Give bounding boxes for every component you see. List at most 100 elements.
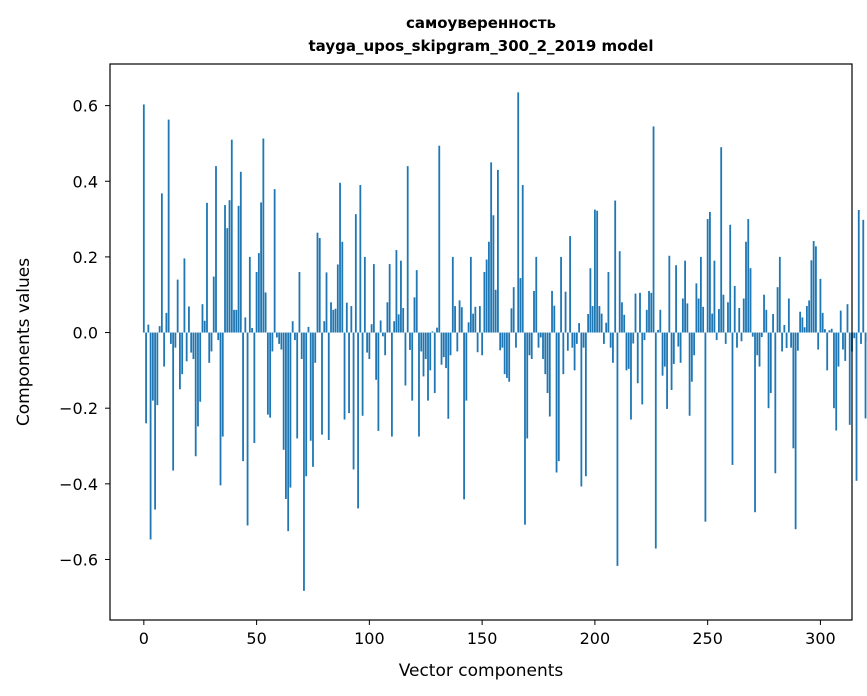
bar-200 (593, 209, 596, 333)
bar-80 (323, 321, 326, 333)
bar-94 (354, 214, 357, 333)
bar-192 (575, 332, 578, 344)
y-tick-label: 0.2 (73, 248, 98, 267)
bar-196 (584, 332, 587, 477)
bar-270 (751, 332, 754, 337)
bar-312 (846, 304, 849, 333)
bar-237 (677, 332, 680, 347)
bar-45 (244, 317, 247, 333)
y-tick-label: 0.4 (73, 172, 98, 191)
bar-254 (715, 332, 718, 341)
bar-26 (201, 304, 204, 333)
bar-179 (546, 332, 549, 394)
bar-224 (648, 290, 650, 333)
x-tick-label: 150 (467, 629, 498, 648)
bar-115 (402, 307, 405, 333)
bar-232 (666, 332, 668, 409)
bar-203 (600, 313, 603, 333)
bar-295 (808, 300, 811, 333)
bar-161 (506, 332, 508, 378)
bar-64 (287, 332, 290, 532)
y-tick-label: 0.6 (73, 97, 98, 116)
bar-246 (697, 298, 700, 333)
bar-202 (598, 306, 601, 333)
x-tick-label: 0 (139, 629, 149, 648)
bar-183 (555, 332, 558, 473)
bar-223 (645, 309, 648, 333)
bar-251 (709, 211, 711, 333)
bar-109 (388, 264, 391, 333)
bar-193 (578, 323, 580, 333)
bar-180 (548, 332, 551, 417)
bar-191 (573, 332, 576, 371)
bar-147 (474, 306, 477, 333)
bar-259 (727, 302, 729, 333)
bar-261 (731, 332, 734, 465)
bar-127 (429, 332, 432, 371)
bar-130 (436, 327, 438, 333)
bar-216 (630, 332, 632, 420)
bar-310 (842, 332, 844, 350)
bar-113 (397, 314, 400, 333)
bar-29 (208, 332, 211, 363)
bar-120 (413, 297, 416, 333)
bar-286 (787, 298, 790, 333)
bar-305 (830, 328, 833, 333)
bar-265 (740, 332, 743, 342)
bar-56 (269, 332, 272, 418)
bar-273 (758, 332, 761, 367)
bar-208 (612, 332, 614, 363)
bar-37 (226, 228, 229, 333)
bar-177 (542, 332, 544, 360)
bar-292 (801, 317, 804, 333)
bar-71 (303, 332, 305, 591)
bar-51 (257, 253, 260, 333)
bar-122 (418, 332, 420, 437)
bar-132 (440, 332, 443, 365)
bar-201 (596, 210, 599, 333)
bar-275 (763, 294, 765, 333)
bar-291 (799, 311, 802, 333)
bar-190 (571, 332, 574, 348)
bar-170 (526, 332, 529, 439)
bar-110 (391, 332, 393, 437)
bar-143 (465, 332, 468, 401)
bar-204 (603, 332, 605, 344)
bar-235 (672, 332, 675, 364)
bar-306 (833, 332, 835, 409)
bar-308 (837, 332, 840, 367)
bar-233 (668, 255, 671, 333)
bar-38 (228, 200, 231, 333)
bar-117 (406, 166, 409, 333)
bar-231 (663, 332, 666, 367)
bar-60 (278, 332, 281, 344)
bar-168 (521, 185, 524, 333)
bar-188 (566, 332, 569, 351)
bar-152 (485, 259, 488, 333)
bar-36 (224, 205, 226, 333)
bar-299 (817, 332, 820, 350)
y-tick-label: −0.6 (59, 550, 98, 569)
bar-7 (158, 326, 161, 333)
bar-6 (156, 332, 159, 406)
bar-309 (839, 310, 842, 333)
bar-13 (172, 332, 175, 471)
bar-239 (681, 298, 684, 333)
x-tick-label: 200 (580, 629, 611, 648)
bar-108 (386, 302, 389, 333)
bar-48 (251, 328, 253, 333)
y-axis-label: Components values (14, 258, 34, 426)
bar-27 (203, 320, 206, 333)
bar-162 (508, 332, 511, 382)
bar-258 (724, 332, 727, 344)
bar-268 (747, 219, 750, 333)
bar-289 (794, 332, 797, 530)
bar-42 (237, 205, 240, 333)
bar-52 (260, 202, 262, 333)
bar-4 (151, 332, 154, 401)
bar-198 (589, 268, 592, 333)
bar-206 (607, 272, 610, 333)
bar-319 (862, 219, 865, 333)
bar-158 (499, 332, 502, 351)
bar-245 (695, 283, 698, 333)
